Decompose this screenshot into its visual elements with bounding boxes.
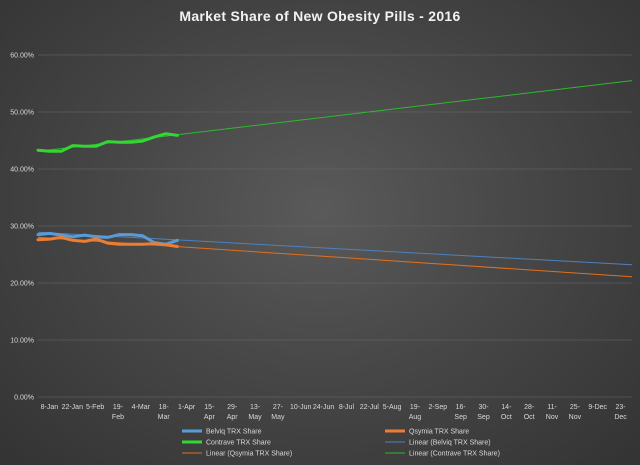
x-tick-label: 30-Sep bbox=[477, 404, 490, 421]
y-tick-label: 40.00% bbox=[10, 167, 34, 174]
x-tick-label: 5-Feb bbox=[86, 404, 104, 411]
x-tick-label: 29-Apr bbox=[227, 404, 239, 421]
series-line bbox=[36, 132, 179, 153]
x-tick-label: 24-Jun bbox=[313, 404, 335, 411]
legend-label: Linear (Belviq TRX Share) bbox=[409, 440, 491, 447]
x-tick-label: 10-Jun bbox=[290, 404, 312, 411]
x-tick-label: 23-Dec bbox=[614, 404, 627, 421]
x-tick-label: 2-Sep bbox=[428, 404, 447, 411]
y-tick-label: 30.00% bbox=[10, 224, 34, 231]
x-tick-label: 4-Mar bbox=[132, 404, 151, 411]
y-tick-label: 60.00% bbox=[10, 53, 34, 60]
x-tick-label: 1-Apr bbox=[178, 404, 196, 411]
y-tick-label: 50.00% bbox=[10, 110, 34, 117]
x-tick-label: 14-Oct bbox=[501, 404, 512, 421]
x-tick-label: 27-May bbox=[271, 404, 285, 421]
gridlines bbox=[38, 54, 632, 398]
trendlines bbox=[37, 80, 633, 278]
x-tick-label: 22-Jan bbox=[62, 404, 84, 411]
x-tick-label: 16-Sep bbox=[454, 404, 467, 421]
trendline bbox=[37, 231, 633, 266]
x-tick-label: 28-Oct bbox=[524, 404, 535, 421]
x-tick-label: 25-Nov bbox=[569, 404, 582, 421]
y-tick-label: 0.00% bbox=[14, 395, 34, 402]
legend-label: Linear (Qsymia TRX Share) bbox=[206, 451, 292, 458]
x-tick-label: 15-Apr bbox=[204, 404, 216, 421]
trendline bbox=[37, 80, 633, 152]
x-axis-tick-labels: 8-Jan 22-Jan 5-Feb 19-Feb 4-Mar 18-Mar 1-Apr 15… bbox=[41, 404, 628, 421]
y-tick-label: 20.00% bbox=[10, 281, 34, 288]
series-lines bbox=[36, 132, 179, 248]
x-tick-label: 19-Feb bbox=[112, 404, 124, 421]
x-tick-label: 19-Aug bbox=[409, 404, 422, 421]
x-tick-label: 8-Jan bbox=[41, 404, 59, 411]
x-tick-label: 18-Mar bbox=[158, 404, 171, 421]
y-tick-label: 10.00% bbox=[10, 338, 34, 345]
legend-label: Belviq TRX Share bbox=[206, 429, 262, 436]
x-tick-label: 8-Jul bbox=[339, 404, 355, 411]
chart-title: Market Share of New Obesity Pills - 2016 bbox=[179, 8, 460, 24]
x-tick-label: 9-Dec bbox=[588, 404, 607, 411]
x-tick-label: 11-Nov bbox=[546, 404, 559, 421]
legend: Belviq TRX Share Qsymia TRX Share Contrave… bbox=[182, 429, 500, 458]
legend-label: Contrave TRX Share bbox=[206, 440, 271, 447]
x-tick-label: 5-Aug bbox=[383, 404, 402, 411]
legend-label: Qsymia TRX Share bbox=[409, 429, 469, 436]
series-line bbox=[36, 235, 179, 248]
y-axis-tick-labels: 0.00% 10.00% 20.00% 30.00% 40.00% 50.00% 60.00… bbox=[10, 53, 34, 402]
x-tick-label: 13-May bbox=[248, 404, 262, 421]
x-tick-label: 22-Jul bbox=[360, 404, 380, 411]
legend-label: Linear (Contrave TRX Share) bbox=[409, 451, 500, 458]
